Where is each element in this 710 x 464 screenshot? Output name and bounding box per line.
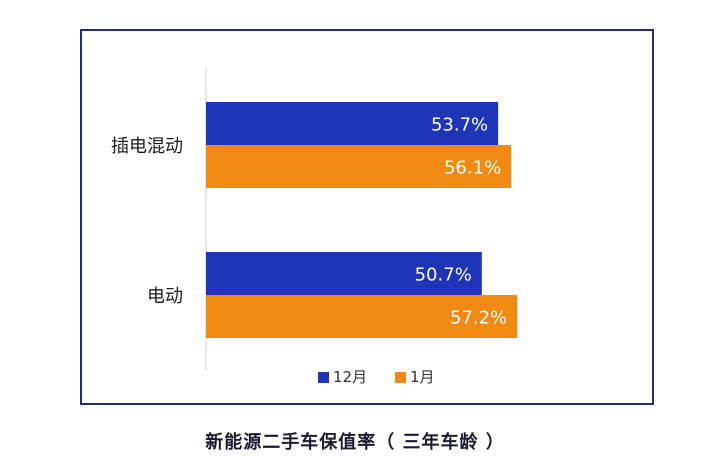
- legend-swatch: [395, 372, 406, 383]
- category-label: 插电混动: [111, 136, 183, 157]
- data-label: 57.2%: [450, 308, 507, 329]
- legend-label: 1月: [410, 368, 435, 386]
- data-label: 53.7%: [431, 115, 488, 136]
- data-label: 50.7%: [415, 265, 472, 286]
- data-label: 56.1%: [444, 158, 501, 179]
- legend-swatch: [318, 372, 329, 383]
- legend-label: 12月: [333, 368, 367, 386]
- category-label: 电动: [147, 286, 183, 307]
- chart-caption: 新能源二手车保值率（ 三年车龄 ）: [0, 428, 710, 454]
